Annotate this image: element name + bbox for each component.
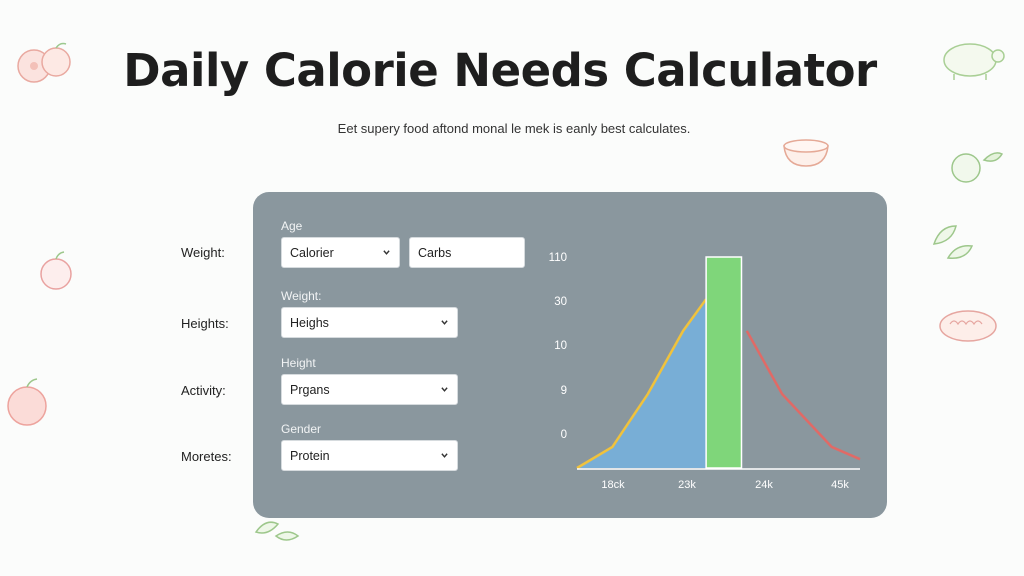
chevron-down-icon — [441, 387, 448, 392]
rise-line — [576, 298, 708, 470]
calorie-chart-svg: 110 30 10 9 0 18ck 23k 24k 45k — [549, 252, 861, 491]
apple-icon — [7, 378, 47, 426]
gender-select[interactable]: Protein — [281, 440, 458, 471]
y-tick-label: 10 — [554, 340, 567, 352]
x-tick-label: 18ck — [601, 479, 625, 491]
chevron-down-icon — [441, 320, 448, 325]
x-tick-label: 45k — [831, 479, 849, 491]
height-select-value: Prgans — [290, 382, 330, 397]
height-select[interactable]: Prgans — [281, 374, 458, 405]
weight-select[interactable]: Heighs — [281, 307, 458, 338]
age-select[interactable]: Calorier — [281, 237, 400, 268]
gender-label: Gender — [281, 422, 322, 436]
x-tick-label: 24k — [755, 479, 773, 491]
carbs-input-value: Carbs — [418, 245, 452, 260]
page-title: Daily Calorie Needs Calculator — [123, 44, 877, 97]
chevron-down-icon — [383, 250, 390, 255]
carbs-input[interactable]: Carbs — [409, 237, 525, 268]
bowl-icon — [783, 139, 829, 167]
y-tick-label: 110 — [549, 252, 567, 264]
turtle-icon — [943, 43, 1005, 80]
gender-select-value: Protein — [290, 448, 330, 463]
height-label: Height — [281, 356, 316, 370]
age-select-value: Calorier — [290, 245, 334, 260]
broccoli-icon — [951, 152, 1004, 183]
fall-line — [745, 330, 861, 461]
highlight-bar — [705, 256, 743, 469]
weight-label: Weight: — [281, 289, 322, 303]
area-fill — [577, 299, 707, 468]
y-tick-label: 0 — [561, 429, 567, 441]
apple-icon — [40, 251, 72, 290]
sprout-icon — [254, 521, 300, 541]
bread-icon — [939, 310, 997, 342]
side-label-activity: Activity: — [181, 383, 226, 398]
fruit-icon — [17, 42, 71, 83]
chevron-down-icon — [441, 453, 448, 458]
y-tick-label: 30 — [554, 296, 567, 308]
x-tick-label: 23k — [678, 479, 696, 491]
age-label: Age — [281, 219, 303, 233]
leaf-icon — [932, 225, 974, 259]
page-subtitle: Eet supery food aftond monal le mek is e… — [337, 121, 691, 136]
side-label-heights: Heights: — [181, 316, 229, 331]
y-tick-label: 9 — [561, 385, 567, 397]
calorie-chart: 110 30 10 9 0 18ck 23k 24k 45k — [545, 245, 875, 505]
side-label-weight: Weight: — [181, 245, 225, 260]
weight-select-value: Heighs — [290, 315, 329, 330]
side-label-moretes: Moretes: — [181, 449, 232, 464]
